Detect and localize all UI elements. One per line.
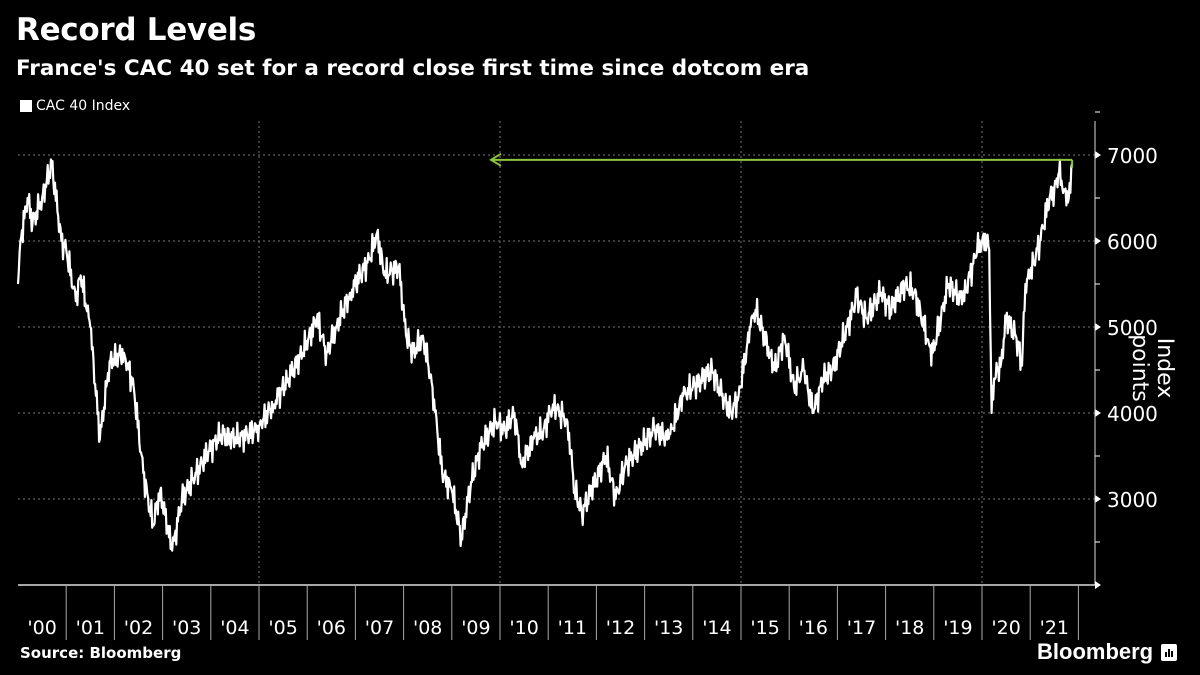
x-tick-label: '09: [461, 617, 490, 639]
x-tick-label: '04: [220, 617, 249, 639]
x-tick-label: '03: [172, 617, 201, 639]
chart-subtitle: France's CAC 40 set for a record close f…: [16, 56, 810, 81]
y-tick: [1095, 323, 1101, 331]
x-tick-label: '12: [606, 617, 635, 639]
x-tick-label: '02: [124, 617, 153, 639]
x-tick-label: '01: [76, 617, 105, 639]
arrow-head-icon: [489, 152, 502, 167]
legend: CAC 40 Index: [20, 98, 130, 114]
x-tick-label: '10: [509, 617, 538, 639]
y-tick-label: 4000: [1107, 402, 1158, 426]
x-tick-label: '15: [750, 617, 779, 639]
y-axis-label: Index points: [1127, 334, 1177, 402]
x-tick-label: '13: [654, 617, 683, 639]
brand-name: Bloomberg: [1037, 639, 1154, 664]
y-tick-label: 5000: [1107, 316, 1158, 340]
bloomberg-logo: Bloomberg: [1037, 639, 1178, 665]
source-note: Source: Bloomberg: [20, 644, 182, 662]
x-tick-label: '19: [943, 617, 972, 639]
x-tick-label: '21: [1040, 617, 1069, 639]
x-tick-label: '00: [27, 617, 56, 639]
y-tick-label: 6000: [1107, 230, 1158, 254]
x-tick-label: '11: [558, 617, 587, 639]
legend-label: CAC 40 Index: [36, 98, 131, 114]
x-tick-label: '08: [413, 617, 442, 639]
x-tick-label: '16: [799, 617, 828, 639]
x-tick-label: '20: [991, 617, 1020, 639]
x-tick-label: '17: [847, 617, 876, 639]
legend-swatch: [20, 100, 32, 112]
y-tick: [1095, 495, 1101, 503]
y-tick: [1095, 581, 1101, 589]
y-tick-label: 3000: [1107, 488, 1158, 512]
y-tick: [1095, 151, 1101, 159]
cac40-series-line: [16, 158, 1074, 552]
x-tick-label: '07: [365, 617, 394, 639]
x-tick-label: '05: [268, 617, 297, 639]
y-tick-label: 7000: [1107, 144, 1158, 168]
chart-title: Record Levels: [16, 12, 257, 48]
x-tick-label: '14: [702, 617, 731, 639]
x-tick-label: '06: [317, 617, 346, 639]
y-tick: [1095, 237, 1101, 245]
y-tick: [1095, 409, 1101, 417]
chart-logo-icon: [1161, 643, 1178, 661]
x-tick-label: '18: [895, 617, 924, 639]
